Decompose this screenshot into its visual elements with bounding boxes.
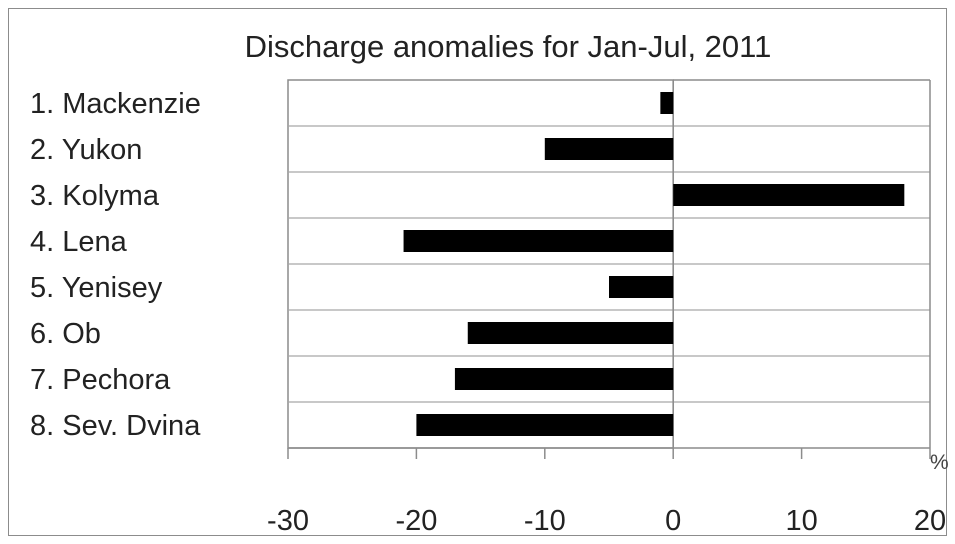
bar xyxy=(416,414,674,436)
category-label: 8. Sev. Dvina xyxy=(30,410,201,442)
chart-frame xyxy=(8,8,947,536)
x-tick-label: 20 xyxy=(914,505,946,537)
bar xyxy=(660,92,674,114)
category-label: 6. Ob xyxy=(30,318,101,350)
bars xyxy=(403,92,905,436)
x-tick-label: -10 xyxy=(524,505,566,537)
bar xyxy=(544,138,674,160)
x-tick-label: -20 xyxy=(395,505,437,537)
bar xyxy=(673,184,905,206)
category-label: 5. Yenisey xyxy=(30,272,163,304)
bar xyxy=(609,276,674,298)
x-axis-unit-label: % xyxy=(930,451,949,474)
category-label: 2. Yukon xyxy=(30,134,142,166)
x-axis: -30 -20 -10 0 10 20 xyxy=(267,447,946,537)
category-labels: 1. Mackenzie 2. Yukon 3. Kolyma 4. Lena 5. Y… xyxy=(30,88,201,442)
x-tick-label: 0 xyxy=(665,505,681,537)
category-label: 7. Pechora xyxy=(30,364,171,396)
category-label: 1. Mackenzie xyxy=(30,88,201,120)
category-label: 4. Lena xyxy=(30,226,128,258)
x-tick-label: -30 xyxy=(267,505,309,537)
bar xyxy=(403,230,674,252)
x-tick-label: 10 xyxy=(785,505,817,537)
bar xyxy=(467,322,674,344)
category-label: 3. Kolyma xyxy=(30,180,160,212)
bar xyxy=(454,368,674,390)
chart-title: Discharge anomalies for Jan-Jul, 2011 xyxy=(245,29,772,64)
plot-area xyxy=(287,79,931,449)
